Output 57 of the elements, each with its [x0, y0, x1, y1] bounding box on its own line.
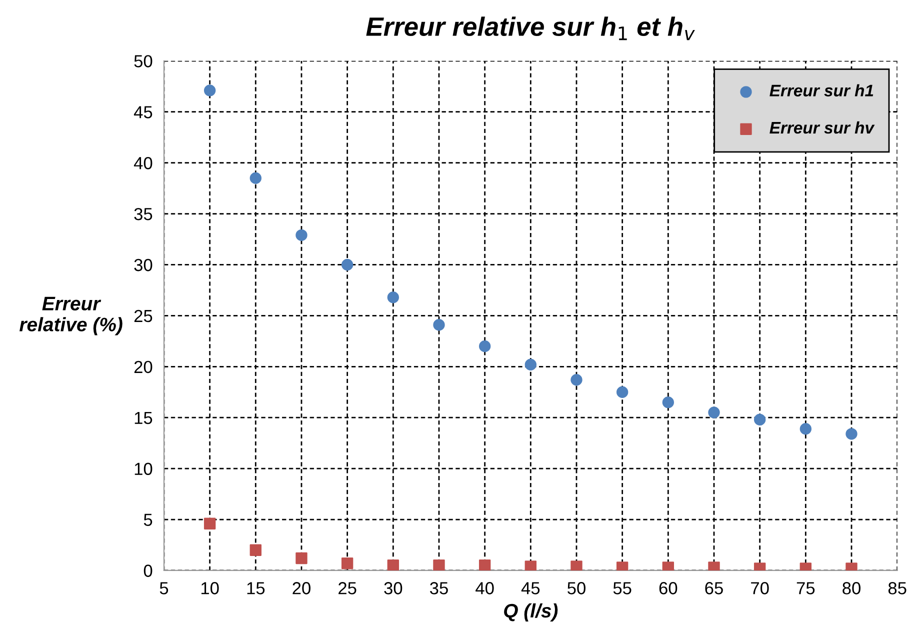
x-tick-label: 15	[247, 582, 265, 594]
y-tick-label: 25	[134, 310, 152, 322]
point	[524, 560, 536, 570]
x-tick-label: 5	[160, 582, 168, 594]
point	[616, 386, 628, 398]
y-tick-label: 40	[134, 156, 152, 170]
x-tick-label: 25	[338, 582, 356, 594]
y-tick-label: 30	[134, 258, 152, 272]
point	[250, 172, 262, 184]
x-tick-label: 35	[430, 582, 448, 594]
y-tick-label: 10	[134, 462, 152, 476]
point	[433, 560, 445, 570]
point	[662, 396, 674, 408]
y-tick-label: 35	[134, 208, 152, 220]
legend-label: Erreur sur h1	[770, 84, 874, 96]
x-tick-label: 55	[613, 582, 632, 594]
point	[570, 560, 582, 570]
point	[204, 84, 216, 96]
point	[204, 518, 216, 530]
x-tick-label: 45	[521, 582, 540, 594]
x-tick-label: 40	[476, 582, 494, 594]
point	[478, 560, 491, 570]
point	[708, 406, 720, 418]
y-tick-label: 20	[134, 360, 152, 374]
x-tick-label: 65	[705, 582, 723, 594]
point	[846, 428, 858, 440]
x-tick-label: 10	[201, 582, 219, 594]
point	[296, 552, 308, 564]
point	[250, 544, 262, 556]
legend-label: Erreur sur hv	[770, 121, 875, 134]
x-tick-label: 75	[796, 582, 815, 594]
x-tick-label: 85	[888, 582, 906, 594]
x-tick-label: 60	[659, 582, 678, 594]
x-axis-title: Q (l/s)	[504, 603, 558, 622]
point	[524, 358, 536, 370]
y-tick-label: 45	[134, 106, 152, 118]
point	[387, 560, 399, 570]
x-tick-label: 80	[842, 582, 860, 594]
point	[341, 558, 354, 570]
point	[800, 422, 812, 435]
y-tick-label: 5	[144, 514, 152, 526]
y-axis-title: Erreur relative (%)	[20, 296, 122, 336]
x-tick-label: 30	[384, 582, 402, 594]
y-tick-label: 15	[134, 412, 152, 424]
x-tick-label: 20	[292, 582, 310, 594]
x-tick-label: 70	[751, 582, 769, 594]
point	[754, 414, 766, 426]
point	[296, 229, 308, 242]
chart-title: Erreur relative sur h$_{1}$ et h$_{v}$	[366, 16, 695, 40]
x-tick-label: 50	[568, 582, 586, 594]
point	[570, 374, 582, 386]
point	[387, 292, 399, 304]
point	[341, 258, 354, 271]
y-tick-label: 50	[134, 55, 152, 68]
point	[478, 340, 491, 352]
y-tick-label: 0	[144, 564, 152, 577]
point	[433, 319, 445, 331]
